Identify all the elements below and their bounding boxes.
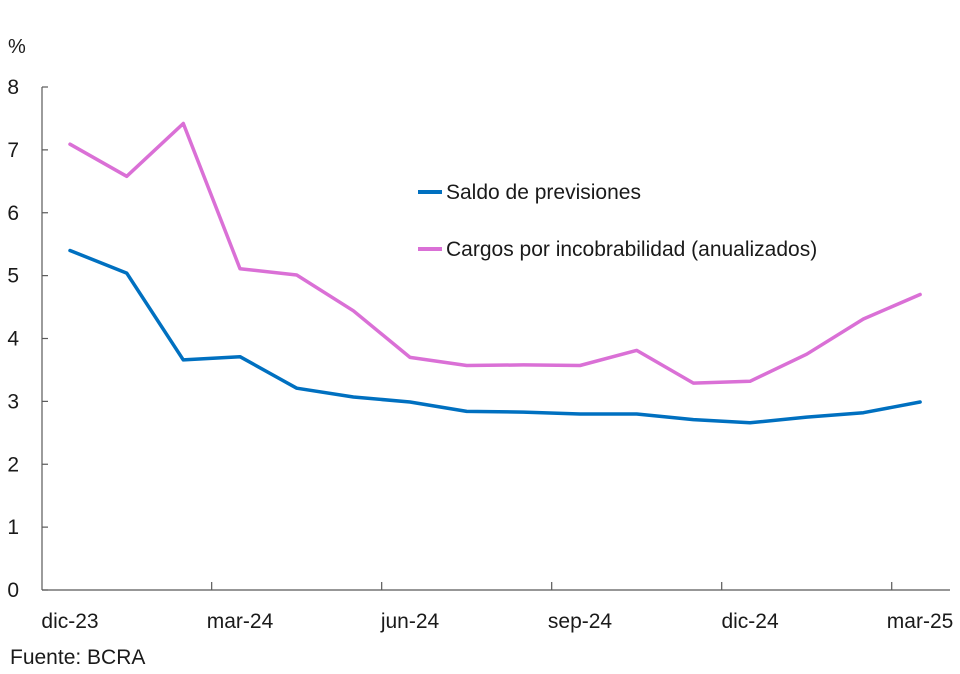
legend: Saldo de previsiones Cargos por incobrabi… [418,181,817,261]
y-tick-label: 4 [7,328,19,351]
legend-label: Cargos por incobrabilidad (anualizados) [446,238,817,261]
y-tick-label: 2 [7,453,19,476]
y-tick-label: 8 [7,76,19,99]
y-tick-label: 6 [7,202,19,225]
x-axis: dic-23 mar-24 jun-24 sep-24 dic-24 mar-25 [41,582,953,633]
y-tick-label: 5 [7,265,19,288]
x-tick-label: jun-24 [380,610,440,633]
y-tick-label: 7 [7,139,19,162]
source-note: Fuente: BCRA [10,646,146,669]
x-tick-label: sep-24 [548,610,613,633]
x-tick-label: mar-24 [207,610,274,633]
x-tick-label: dic-24 [721,610,779,633]
x-tick-label: mar-25 [887,610,954,633]
y-axis-unit-label: % [8,36,26,58]
series-lines [68,121,922,425]
series-line [68,248,922,425]
y-tick-label: 1 [7,516,19,539]
series-line [68,121,922,385]
legend-label: Saldo de previsiones [446,181,641,204]
y-tick-label: 0 [7,579,19,602]
y-axis: 0 1 2 3 4 5 6 7 8 [7,76,48,602]
x-tick-label: dic-23 [41,610,98,633]
y-tick-label: 3 [7,390,19,413]
